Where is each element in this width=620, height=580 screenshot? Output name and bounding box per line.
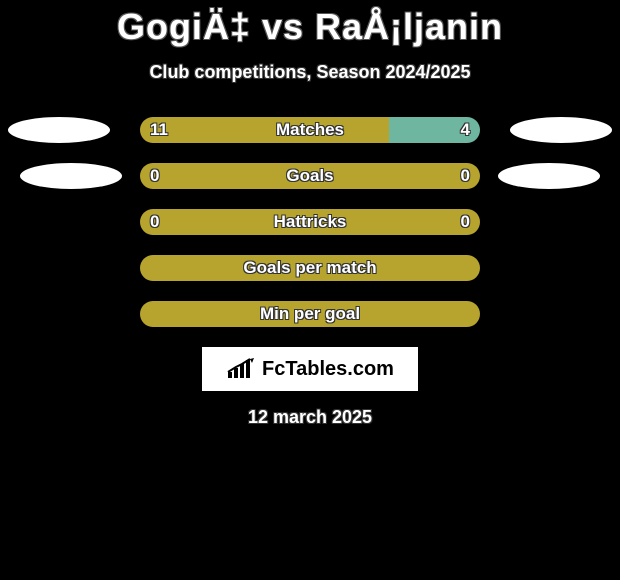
- stat-row: Min per goal: [0, 301, 620, 327]
- player-right-marker: [510, 117, 612, 143]
- stat-rows: 114Matches 00Goals 00Hattricks Goals per ma…: [0, 117, 620, 327]
- stat-label: Goals per match: [140, 255, 480, 281]
- stat-label: Hattricks: [140, 209, 480, 235]
- stat-row: 00Hattricks: [0, 209, 620, 235]
- logo-text: FcTables.com: [262, 358, 394, 381]
- stat-bar: 114Matches: [140, 117, 480, 143]
- stat-row: Goals per match: [0, 255, 620, 281]
- logo-box[interactable]: FcTables.com: [202, 347, 418, 391]
- player-left-marker: [8, 117, 110, 143]
- stat-bar: 00Goals: [140, 163, 480, 189]
- stat-row: 00Goals: [0, 163, 620, 189]
- stat-label: Min per goal: [140, 301, 480, 327]
- stat-label: Goals: [140, 163, 480, 189]
- stat-label: Matches: [140, 117, 480, 143]
- page-title: GogiÄ‡ vs RaÅ¡ljanin: [0, 6, 620, 48]
- stat-bar: Min per goal: [140, 301, 480, 327]
- stat-bar: 00Hattricks: [140, 209, 480, 235]
- comparison-widget: GogiÄ‡ vs RaÅ¡ljanin Club competitions, …: [0, 6, 620, 428]
- stat-row: 114Matches: [0, 117, 620, 143]
- page-subtitle: Club competitions, Season 2024/2025: [0, 62, 620, 83]
- chart-icon: [226, 358, 256, 380]
- stat-bar: Goals per match: [140, 255, 480, 281]
- player-right-marker: [498, 163, 600, 189]
- date-label: 12 march 2025: [0, 407, 620, 428]
- player-left-marker: [20, 163, 122, 189]
